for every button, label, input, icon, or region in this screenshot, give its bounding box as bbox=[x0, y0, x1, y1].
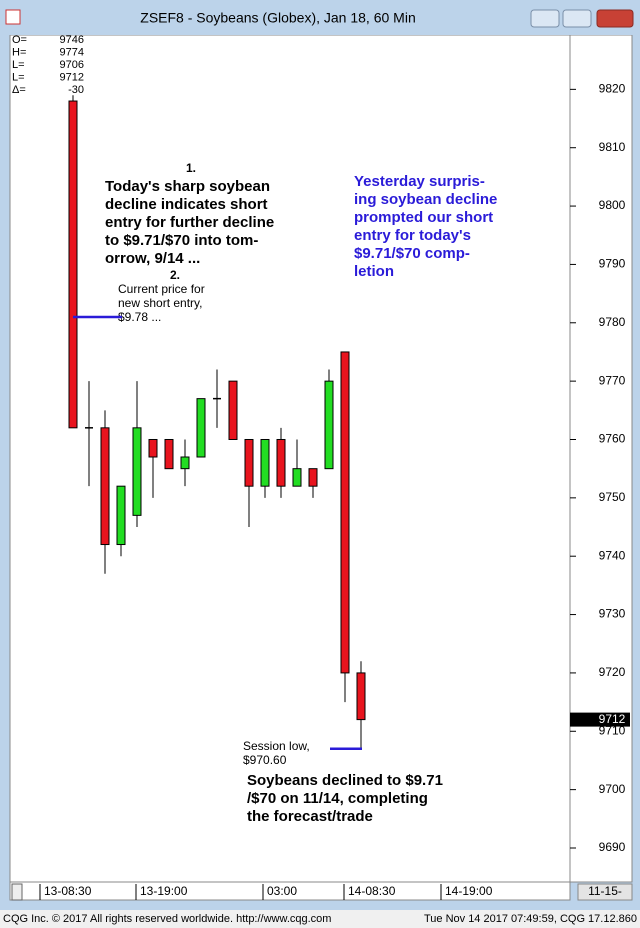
annotation-line: $9.78 ... bbox=[118, 310, 161, 324]
annotation-line: to $9.71/$70 into tom- bbox=[105, 232, 258, 249]
summary-label: O= bbox=[12, 34, 27, 46]
annotation-line: the forecast/trade bbox=[247, 808, 373, 825]
annotation-number: 1. bbox=[186, 161, 196, 175]
summary-label: Δ= bbox=[12, 84, 26, 96]
summary-value: 9746 bbox=[60, 34, 84, 46]
y-tick-label: 9790 bbox=[599, 257, 626, 271]
candle-body bbox=[292, 468, 302, 487]
y-tick-label: 9710 bbox=[599, 723, 626, 737]
candle-body bbox=[68, 100, 78, 429]
candle-body bbox=[260, 438, 270, 487]
annotation-line: Session low, bbox=[243, 739, 310, 753]
annotation-line: Soybeans declined to $9.71 bbox=[247, 772, 443, 789]
candle-body bbox=[116, 485, 126, 546]
annotation-line: entry for today's bbox=[354, 227, 471, 244]
annotation-line: entry for further decline bbox=[105, 214, 274, 231]
status-bar bbox=[0, 910, 640, 928]
x-tick-label: 14-08:30 bbox=[348, 884, 396, 898]
candle-body bbox=[228, 380, 238, 440]
price-axis bbox=[569, 34, 633, 883]
scroll-label: 11-15- bbox=[588, 884, 622, 898]
y-tick-label: 9700 bbox=[599, 782, 626, 796]
annotation-line: /$70 on 11/14, completing bbox=[247, 790, 428, 807]
maximize-button[interactable] bbox=[562, 9, 592, 28]
annotation-line: letion bbox=[354, 263, 394, 280]
summary-label: L= bbox=[12, 71, 25, 83]
x-tick-label: 14-19:00 bbox=[445, 884, 493, 898]
x-tick-label: 03:00 bbox=[267, 884, 297, 898]
scroll-box[interactable] bbox=[577, 883, 633, 901]
candle-body bbox=[340, 351, 350, 674]
y-tick-label: 9780 bbox=[599, 315, 626, 329]
annotation-line: orrow, 9/14 ... bbox=[105, 250, 200, 267]
last-price-box bbox=[570, 712, 630, 727]
candle-body bbox=[244, 438, 254, 487]
plot-layer: 9690 9700 9710 9720 9730 9740 9750 9760 9770 9780… bbox=[12, 23, 630, 900]
candle-body bbox=[100, 427, 110, 546]
app-icon bbox=[5, 9, 21, 25]
x-tick-label: 13-08:30 bbox=[44, 884, 92, 898]
candle-body bbox=[276, 438, 286, 487]
summary-label: L= bbox=[12, 59, 25, 71]
window-title: ZSEF8 - Soybeans (Globex), Jan 18, 60 Mi… bbox=[140, 10, 415, 26]
x-tick-label: 13-19:00 bbox=[140, 884, 188, 898]
summary-value: -30 bbox=[68, 84, 84, 96]
annotation-line: Today's sharp soybean bbox=[105, 178, 270, 195]
minimize-button[interactable] bbox=[530, 9, 560, 28]
y-tick-label: 9800 bbox=[599, 198, 626, 212]
footer-left: CQG Inc. © 2017 All rights reserved worl… bbox=[3, 913, 331, 925]
last-price-label: 9712 bbox=[599, 712, 626, 726]
candle-body bbox=[148, 438, 158, 458]
candle-body bbox=[324, 380, 334, 470]
annotation-line: new short entry, bbox=[118, 296, 202, 310]
annotation-line: prompted our short bbox=[354, 209, 493, 226]
summary-value: 9712 bbox=[60, 71, 84, 83]
time-axis bbox=[9, 881, 571, 901]
annotation-line: Yesterday surpris- bbox=[354, 173, 485, 190]
annotation-number: 2. bbox=[170, 268, 180, 282]
y-tick-label: 9820 bbox=[599, 82, 626, 96]
summary-value: 9774 bbox=[60, 46, 84, 58]
annotation-line: decline indicates short bbox=[105, 196, 268, 213]
y-tick-label: 9730 bbox=[599, 607, 626, 621]
close-button[interactable] bbox=[596, 9, 634, 28]
annotation-line: ing soybean decline bbox=[354, 191, 497, 208]
y-tick-label: 9770 bbox=[599, 373, 626, 387]
y-tick-label: 9760 bbox=[599, 432, 626, 446]
footer-right: Tue Nov 14 2017 07:49:59, CQG 17.12.860 bbox=[424, 913, 637, 925]
annotation-line: $9.71/$70 comp- bbox=[354, 245, 470, 262]
y-tick-label: 9720 bbox=[599, 665, 626, 679]
candle-body bbox=[308, 468, 318, 487]
summary-label: H= bbox=[12, 46, 26, 58]
y-tick-label: 9750 bbox=[599, 490, 626, 504]
annotation-line: $970.60 bbox=[243, 753, 287, 767]
candle-body bbox=[196, 398, 206, 458]
candle-body bbox=[180, 456, 190, 470]
annotation-line: Current price for bbox=[118, 282, 205, 296]
y-tick-label: 9740 bbox=[599, 548, 626, 562]
scroll-handle[interactable] bbox=[11, 883, 23, 901]
summary-value: 9706 bbox=[60, 59, 84, 71]
candle-body bbox=[132, 427, 142, 516]
y-tick-label: 9690 bbox=[599, 840, 626, 854]
y-tick-label: 9810 bbox=[599, 140, 626, 154]
candle-body bbox=[356, 672, 366, 721]
candle-body bbox=[164, 438, 174, 470]
plot-area bbox=[9, 34, 571, 883]
